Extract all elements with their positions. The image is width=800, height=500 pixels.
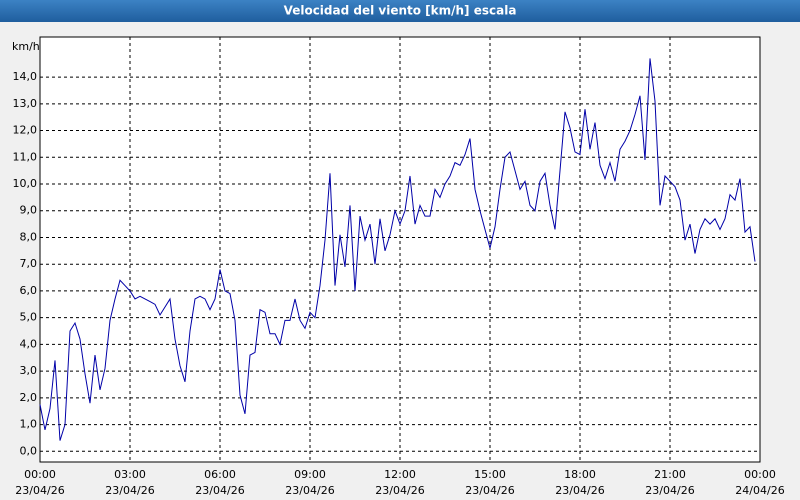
data-line: [39, 58, 756, 441]
y-tick-label: 5,0: [20, 311, 38, 324]
y-axis-label: km/h: [12, 40, 40, 53]
x-tick-label: 12:00: [384, 468, 416, 481]
x-tick-date: 23/04/26: [555, 484, 604, 497]
y-tick-label: 2,0: [20, 391, 38, 404]
x-tick-label: 09:00: [294, 468, 326, 481]
y-tick-label: 11,0: [13, 150, 38, 163]
x-tick-date: 23/04/26: [375, 484, 424, 497]
x-tick-label: 00:00: [24, 468, 56, 481]
x-tick-date: 23/04/26: [465, 484, 514, 497]
x-tick-date: 23/04/26: [15, 484, 64, 497]
y-tick-label: 12,0: [13, 124, 38, 137]
y-tick-label: 4,0: [20, 337, 38, 350]
x-tick-date: 23/04/26: [285, 484, 334, 497]
y-tick-label: 7,0: [20, 257, 38, 270]
y-tick-label: 6,0: [20, 284, 38, 297]
title-bar: [0, 0, 800, 22]
y-tick-label: 3,0: [20, 364, 38, 377]
y-tick-label: 13,0: [13, 97, 38, 110]
x-tick-label: 15:00: [474, 468, 506, 481]
x-tick-label: 00:00: [744, 468, 776, 481]
x-tick-date: 23/04/26: [195, 484, 244, 497]
y-tick-label: 8,0: [20, 230, 38, 243]
x-tick-label: 03:00: [114, 468, 146, 481]
x-tick-label: 06:00: [204, 468, 236, 481]
y-tick-label: 1,0: [20, 418, 38, 431]
x-tick-label: 21:00: [654, 468, 686, 481]
x-tick-date: 23/04/26: [645, 484, 694, 497]
x-tick-label: 18:00: [564, 468, 596, 481]
y-tick-label: 14,0: [13, 70, 38, 83]
x-tick-date: 23/04/26: [105, 484, 154, 497]
y-tick-label: 0,0: [20, 444, 38, 457]
x-tick-date: 24/04/26: [735, 484, 784, 497]
chart-title: Velocidad del viento [km/h] escala: [284, 4, 517, 18]
y-tick-label: 9,0: [20, 204, 38, 217]
y-tick-label: 10,0: [13, 177, 38, 190]
